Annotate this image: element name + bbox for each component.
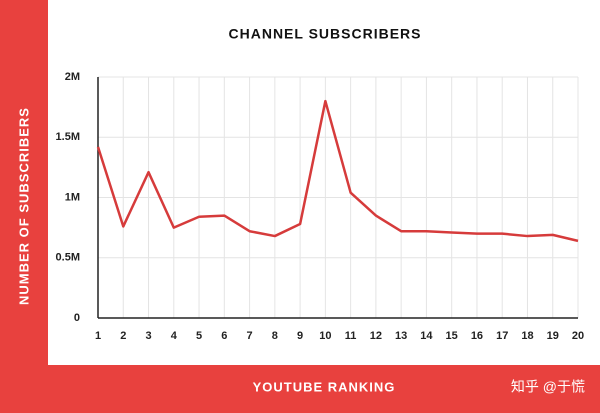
y-tick-label: 0 [74, 312, 80, 324]
x-tick-label: 8 [272, 330, 278, 342]
x-tick-label: 5 [196, 330, 202, 342]
x-tick-label: 11 [345, 330, 357, 342]
x-tick-label: 13 [395, 330, 407, 342]
chart-title: CHANNEL SUBSCRIBERS [229, 26, 422, 42]
x-tick-label: 16 [471, 330, 483, 342]
data-line [96, 99, 579, 243]
y-axis-label: NUMBER OF SUBSCRIBERS [16, 107, 31, 305]
side-band [0, 0, 48, 413]
x-tick-label: 15 [446, 330, 458, 342]
watermark: 知乎 @于慌 [511, 379, 585, 395]
x-tick-label: 17 [496, 330, 508, 342]
y-tick-label: 1M [65, 191, 80, 203]
x-tick-label: 2 [120, 330, 126, 342]
x-tick-label: 14 [420, 330, 433, 342]
x-tick-label: 9 [297, 330, 303, 342]
x-tick-label: 10 [319, 330, 331, 342]
x-tick-label: 20 [572, 330, 584, 342]
x-tick-label: 4 [171, 330, 178, 342]
x-axis-label: YOUTUBE RANKING [253, 379, 396, 394]
x-tick-label: 6 [221, 330, 227, 342]
y-tick-label: 2M [65, 71, 80, 83]
x-tick-label: 12 [370, 330, 382, 342]
bottom-band [48, 365, 600, 413]
x-tick-label: 3 [145, 330, 151, 342]
x-tick-label: 7 [247, 330, 253, 342]
y-tick-label: 0.5M [56, 252, 80, 264]
x-tick-label: 1 [95, 330, 101, 342]
x-tick-label: 19 [547, 330, 559, 342]
x-tick-label: 18 [521, 330, 533, 342]
y-tick-label: 1.5M [56, 131, 80, 143]
